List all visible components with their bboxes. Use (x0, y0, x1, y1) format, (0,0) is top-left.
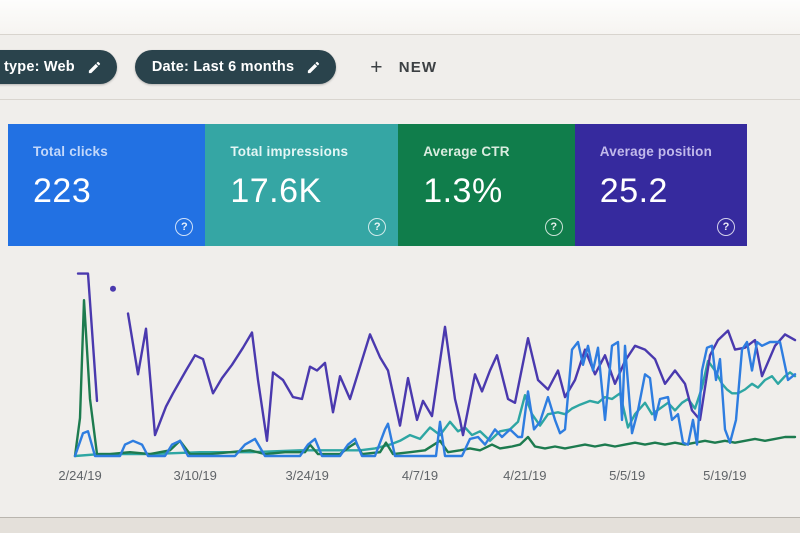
metric-card-average-ctr[interactable]: Average CTR 1.3% ? (398, 124, 575, 246)
edit-icon (306, 60, 321, 75)
metric-cards-row: Total clicks 223 ? Total impressions 17.… (8, 124, 747, 246)
chart-line-clicks (73, 340, 797, 458)
metric-card-value: 17.6K (230, 172, 322, 210)
date-range-chip-label: Date: Last 6 months (151, 59, 295, 75)
help-icon[interactable]: ? (544, 218, 563, 236)
screen-glare-strip (0, 0, 800, 35)
x-axis-label: 4/21/19 (503, 468, 547, 483)
metric-card-label: Average position (599, 144, 713, 159)
chart-line-impressions (73, 359, 797, 458)
new-button-label: NEW (398, 58, 438, 76)
x-axis-label: 4/7/19 (401, 468, 439, 483)
x-axis-label: 3/24/19 (285, 468, 329, 483)
x-axis: 2/24/19 3/10/19 3/24/19 4/7/19 4/21/19 5… (0, 466, 800, 492)
x-axis-label: 3/10/19 (173, 468, 217, 483)
date-range-chip[interactable]: Date: Last 6 months (134, 50, 337, 84)
help-icon[interactable]: ? (175, 218, 194, 236)
metric-card-total-impressions[interactable]: Total impressions 17.6K ? (205, 124, 399, 246)
metric-card-label: Average CTR (423, 144, 510, 159)
plus-icon: + (370, 55, 384, 79)
filter-toolbar: type: Web Date: Last 6 months + NEW (0, 35, 800, 99)
new-filter-button[interactable]: + NEW (364, 56, 443, 79)
x-axis-label: 5/19/19 (703, 468, 747, 483)
window-bottom-edge (0, 517, 800, 533)
edit-icon (87, 60, 102, 75)
metric-card-value: 1.3% (423, 172, 503, 210)
metric-card-value: 223 (33, 172, 92, 210)
metric-card-value: 25.2 (599, 172, 668, 210)
chart-line-position (76, 272, 99, 403)
toolbar-divider (0, 99, 800, 100)
performance-chart[interactable] (0, 260, 800, 460)
chart-line-position (126, 312, 797, 443)
metric-card-label: Total impressions (230, 144, 349, 159)
help-icon[interactable]: ? (716, 218, 735, 236)
search-type-chip[interactable]: type: Web (0, 50, 117, 84)
x-axis-label: 5/5/19 (609, 468, 646, 483)
chart-point-position (110, 285, 116, 292)
performance-chart-area: 2/24/19 3/10/19 3/24/19 4/7/19 4/21/19 5… (0, 260, 800, 492)
search-type-chip-label: type: Web (4, 59, 75, 75)
metric-card-average-position[interactable]: Average position 25.2 ? (574, 124, 747, 246)
x-axis-label: 2/24/19 (58, 468, 102, 483)
metric-card-label: Total clicks (33, 144, 108, 159)
metric-card-total-clicks[interactable]: Total clicks 223 ? (8, 124, 206, 246)
help-icon[interactable]: ? (368, 218, 387, 236)
